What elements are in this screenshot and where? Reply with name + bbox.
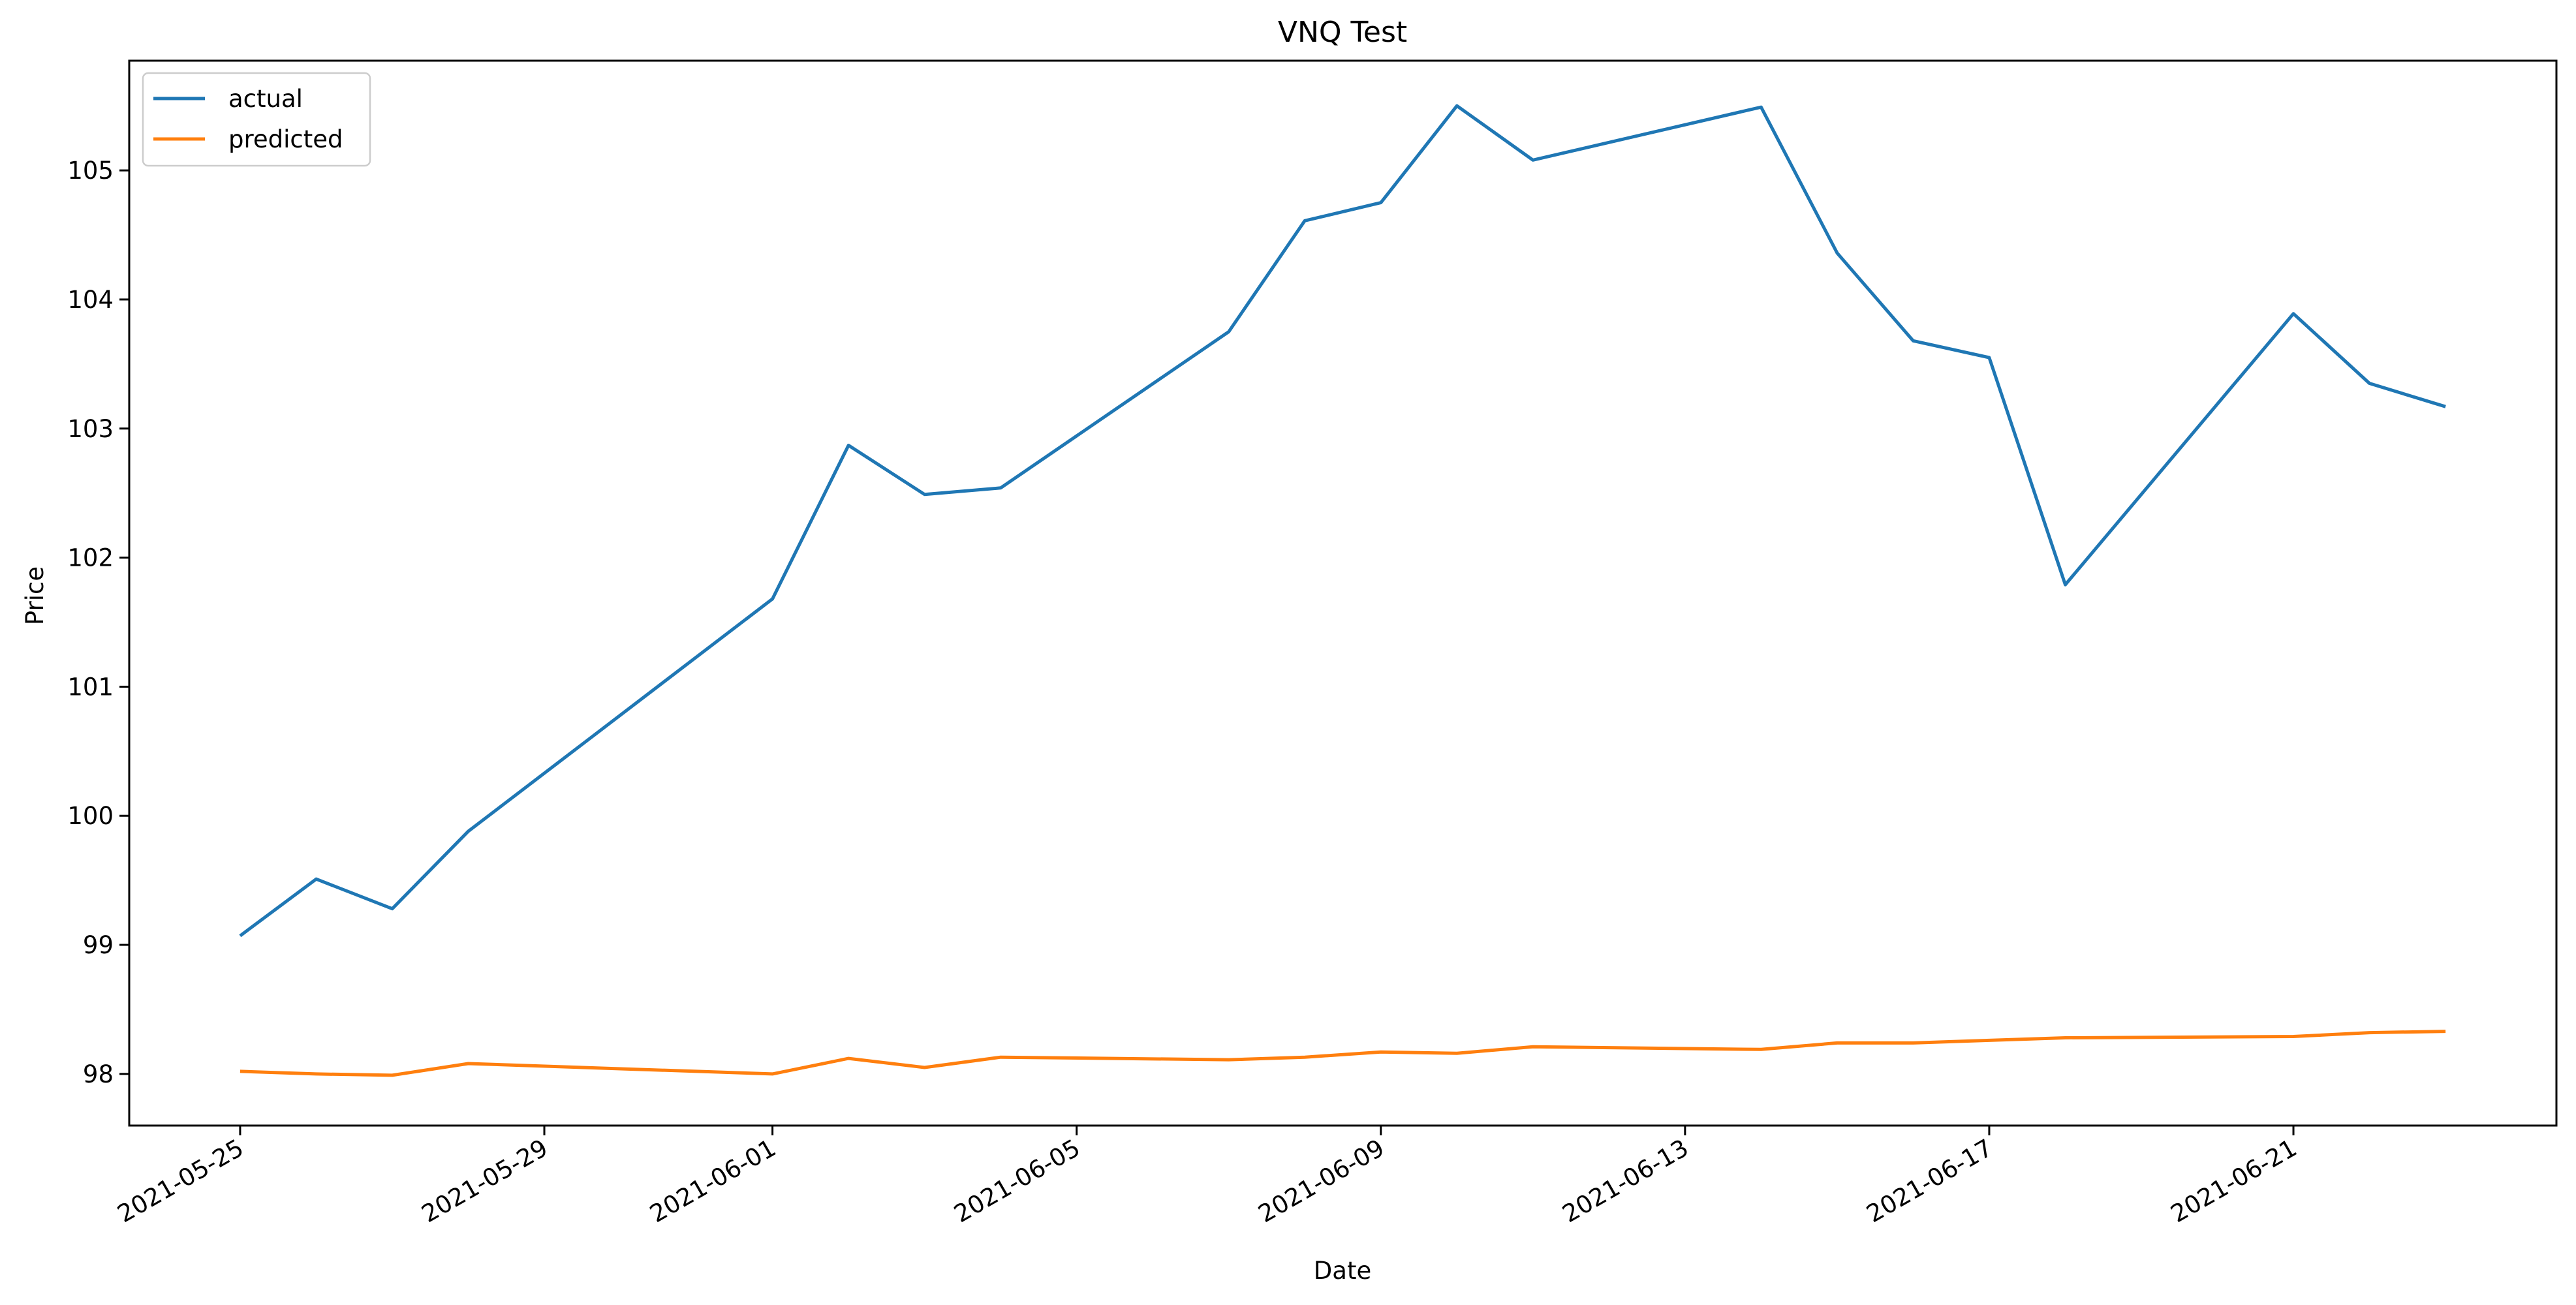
legend-box: [142, 72, 371, 167]
legend: actual predicted: [142, 72, 371, 167]
y-tick-label: 99: [83, 931, 114, 959]
series-line-predicted: [240, 1030, 2446, 1077]
y-axis-ticks: 98 99 100 101 102 103 104 105: [67, 157, 129, 1088]
y-tick-label: 105: [67, 157, 114, 185]
series-lines: [239, 104, 2446, 1077]
x-axis-label: Date: [1314, 1257, 1371, 1285]
y-tick-label: 104: [67, 286, 114, 314]
y-tick-label: 100: [67, 802, 114, 830]
y-tick-label: 103: [67, 415, 114, 443]
series-line-actual: [239, 104, 2446, 938]
legend-label-actual: actual: [228, 85, 303, 113]
chart-title: VNQ Test: [1278, 16, 1407, 49]
y-tick-label: 101: [67, 673, 114, 701]
legend-label-predicted: predicted: [228, 125, 343, 153]
y-tick-label: 98: [83, 1060, 114, 1088]
y-tick-label: 102: [67, 544, 114, 572]
plot-frame: [128, 59, 2558, 1127]
y-axis-label: Price: [21, 566, 49, 625]
